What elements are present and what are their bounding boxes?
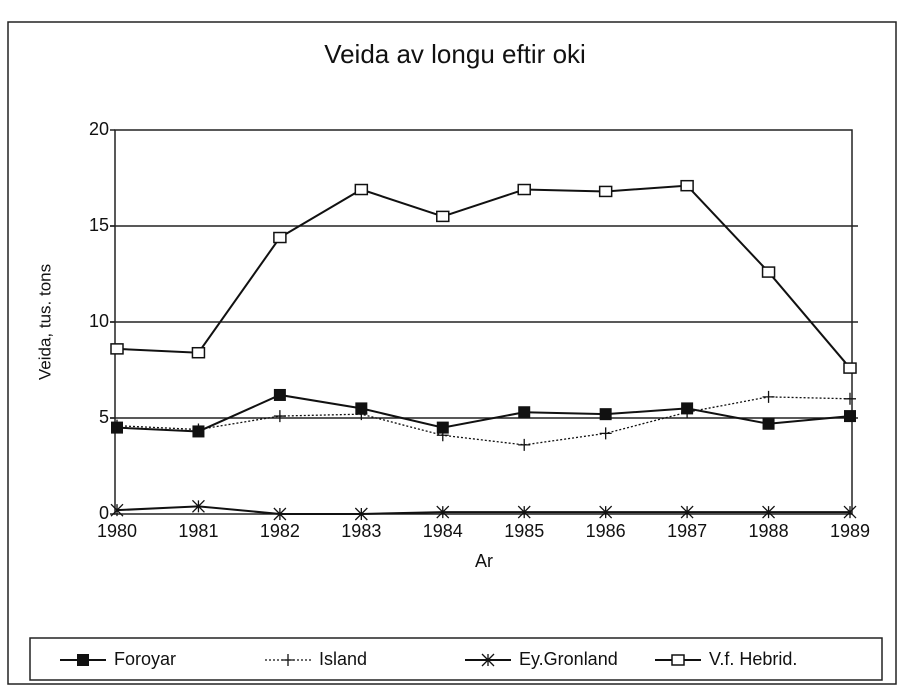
marker (77, 654, 89, 666)
x-tick-label: 1983 (341, 521, 381, 541)
marker (354, 183, 369, 196)
marker (517, 183, 531, 196)
marker (599, 505, 613, 519)
x-tick-label: 1982 (260, 521, 300, 541)
y-tick-label: 20 (89, 119, 109, 139)
marker (843, 362, 857, 374)
marker (354, 507, 368, 521)
marker (273, 388, 286, 401)
legend-label: V.f. Hebrid. (709, 649, 797, 669)
marker (761, 266, 776, 278)
marker (436, 505, 450, 519)
marker (192, 423, 205, 436)
x-tick-label: 1980 (97, 521, 137, 541)
marker (110, 503, 124, 517)
marker (598, 185, 613, 198)
marker (599, 408, 612, 421)
marker (282, 654, 294, 666)
x-tick-label: 1988 (749, 521, 789, 541)
legend-box (29, 637, 883, 681)
marker (762, 417, 775, 430)
x-tick-label: 1989 (830, 521, 870, 541)
marker (671, 654, 685, 666)
marker (273, 507, 287, 521)
marker (191, 499, 205, 513)
x-tick-label: 1986 (586, 521, 626, 541)
marker (355, 408, 368, 421)
series-line (116, 184, 851, 369)
marker (273, 231, 287, 244)
marker (436, 429, 449, 442)
chart-title: Veida av longu eftir oki (324, 39, 586, 69)
y-tick-label: 0 (99, 503, 109, 523)
marker (518, 438, 531, 451)
y-axis-label: Veida, tus. tons (35, 264, 54, 380)
y-tick-label: 5 (99, 407, 109, 427)
series-line (116, 393, 851, 433)
marker (680, 179, 694, 192)
marker (191, 346, 206, 359)
marker (517, 505, 531, 519)
marker (436, 210, 450, 223)
series-line (116, 505, 850, 515)
y-tick-label: 15 (89, 215, 109, 235)
marker (844, 392, 856, 405)
marker (273, 410, 286, 423)
marker (111, 419, 123, 432)
marker (110, 343, 124, 355)
marker (762, 390, 775, 403)
marker (681, 406, 694, 419)
x-axis-label: Ar (475, 551, 493, 571)
legend-label: Island (319, 649, 367, 669)
legend-label: Ey.Gronland (519, 649, 618, 669)
marker (518, 406, 531, 419)
x-tick-label: 1985 (504, 521, 544, 541)
marker (843, 505, 857, 519)
y-tick-label: 10 (89, 311, 109, 331)
x-tick-label: 1981 (178, 521, 218, 541)
marker (481, 653, 495, 667)
marker (844, 410, 856, 423)
marker (436, 421, 449, 434)
x-tick-label: 1987 (667, 521, 707, 541)
frame (7, 21, 897, 685)
marker (680, 505, 694, 519)
marker (762, 505, 776, 519)
marker (599, 427, 612, 440)
legend-label: Foroyar (114, 649, 176, 669)
x-tick-label: 1984 (423, 521, 463, 541)
